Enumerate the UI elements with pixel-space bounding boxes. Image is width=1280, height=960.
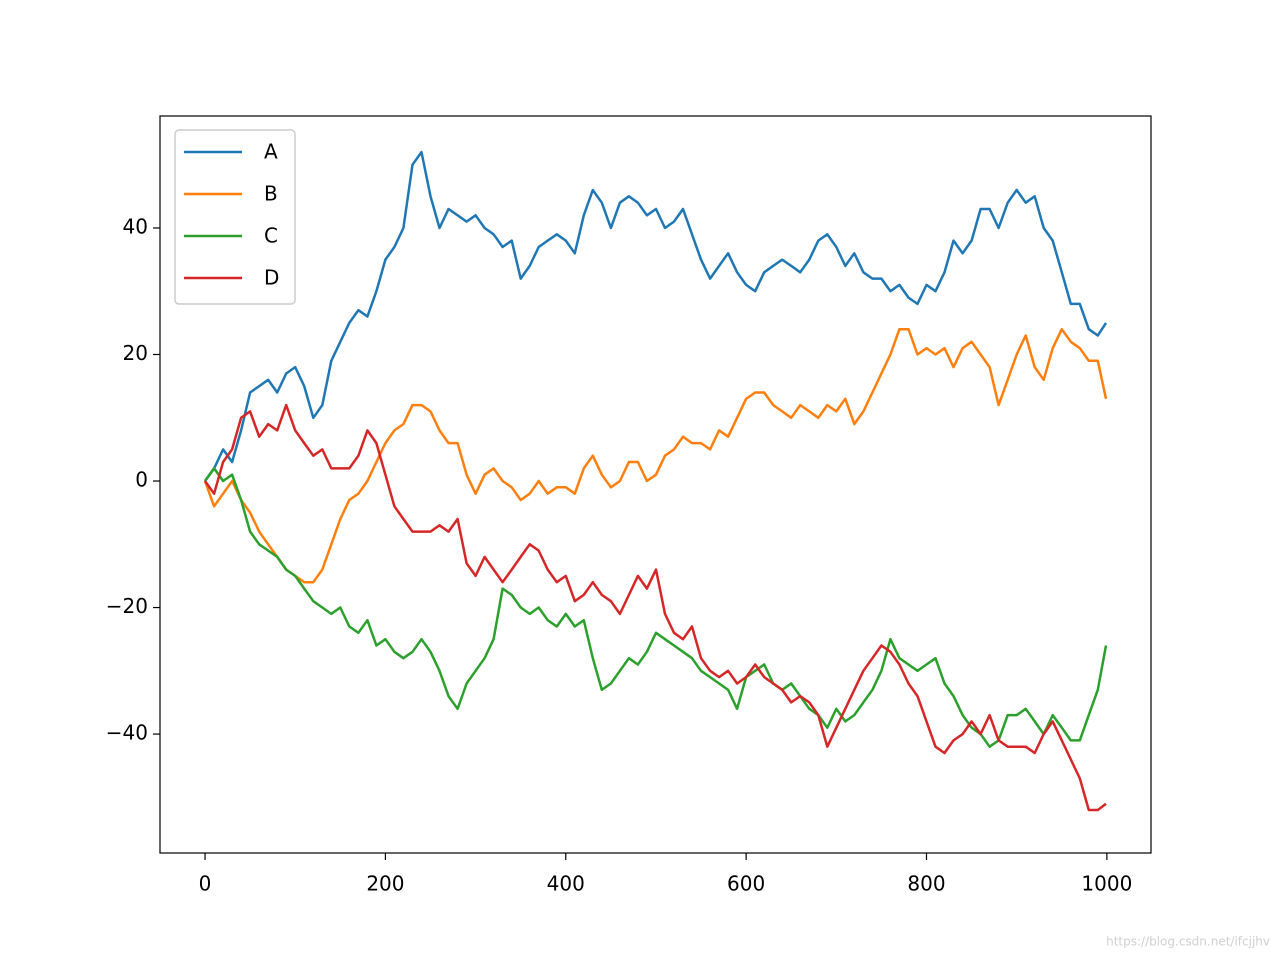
watermark: https://blog.csdn.net/ifcjjhv <box>1106 935 1270 949</box>
legend-label: A <box>264 140 278 164</box>
legend-label: B <box>264 182 278 206</box>
y-tick-label: 40 <box>123 214 148 238</box>
x-tick-label: 200 <box>366 872 404 896</box>
y-tick-label: −20 <box>106 594 148 618</box>
x-tick-label: 600 <box>727 872 765 896</box>
x-tick-label: 0 <box>199 872 212 896</box>
x-tick-label: 1000 <box>1081 872 1132 896</box>
plot-frame <box>159 115 1152 854</box>
legend-box <box>174 129 296 305</box>
legend-label: D <box>264 266 279 290</box>
legend-label: C <box>264 224 278 248</box>
line-series <box>203 403 1107 812</box>
y-tick-label: 20 <box>123 341 148 365</box>
line-series <box>203 150 1108 482</box>
y-tick-label: −40 <box>106 721 148 745</box>
line-series <box>203 327 1108 584</box>
x-tick-label: 400 <box>547 872 585 896</box>
y-tick-label: 0 <box>135 468 148 492</box>
line-series <box>203 467 1108 748</box>
x-tick-label: 800 <box>907 872 945 896</box>
